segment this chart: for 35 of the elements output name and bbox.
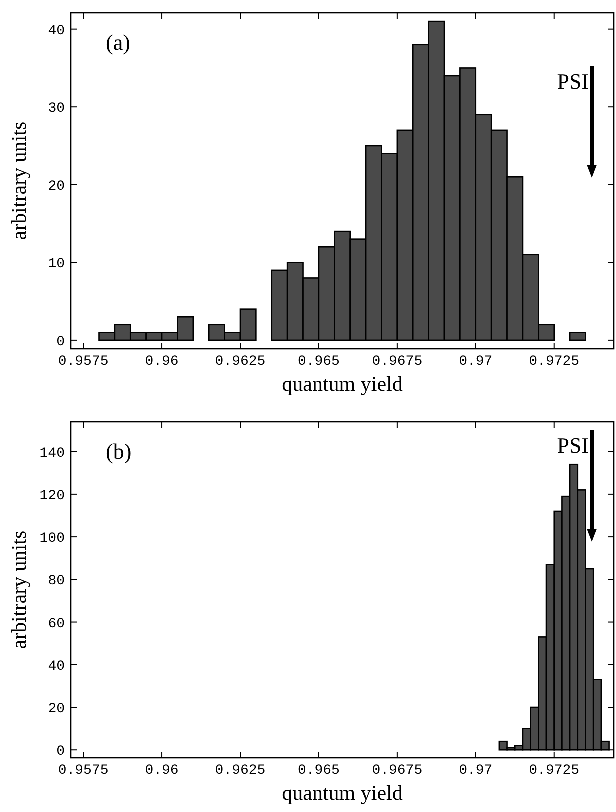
x-tick-label: 0.96 (145, 354, 179, 370)
y-axis-title: arbitrary units (7, 530, 31, 650)
y-tick-label: 0 (56, 744, 65, 760)
x-tick-label: 0.9575 (58, 354, 109, 370)
x-tick-label: 0.9675 (372, 763, 423, 779)
y-tick-label: 40 (48, 658, 65, 675)
y-tick-label: 80 (48, 574, 65, 590)
y-tick-label: 100 (40, 531, 65, 548)
x-tick-label: 0.9725 (529, 763, 580, 779)
x-axis-title: quantum yield (282, 372, 404, 396)
y-tick-label: 60 (48, 616, 65, 632)
x-tick-label: 0.97 (459, 763, 493, 779)
x-tick-label: 0.9625 (215, 354, 266, 370)
x-tick-label: 0.97 (459, 354, 493, 370)
x-axis-title: quantum yield (282, 781, 404, 805)
y-tick-label: 30 (48, 101, 65, 118)
text: (b) (106, 439, 132, 464)
x-tick-label: 0.9575 (58, 763, 109, 779)
y-axis-title: arbitrary units (7, 122, 31, 240)
y-tick-label: 140 (40, 446, 65, 462)
x-tick-label: 0.965 (298, 354, 340, 370)
x-tick-label: 0.965 (298, 763, 340, 779)
x-tick-label: 0.9625 (215, 763, 266, 779)
ref-line-label: PSI (557, 433, 590, 458)
y-tick-label: 20 (48, 702, 65, 718)
y-tick-label: 20 (48, 178, 65, 195)
y-tick-label: 120 (40, 488, 65, 504)
ref-line-label: PSI (557, 69, 590, 94)
y-tick-label: 0 (56, 334, 65, 350)
x-tick-label: 0.96 (145, 763, 179, 779)
y-tick-label: 10 (48, 256, 65, 273)
x-tick-label: 0.9725 (529, 354, 580, 370)
y-tick-label: 40 (48, 23, 65, 40)
x-tick-label: 0.9675 (372, 354, 423, 370)
text: (a) (106, 30, 130, 55)
